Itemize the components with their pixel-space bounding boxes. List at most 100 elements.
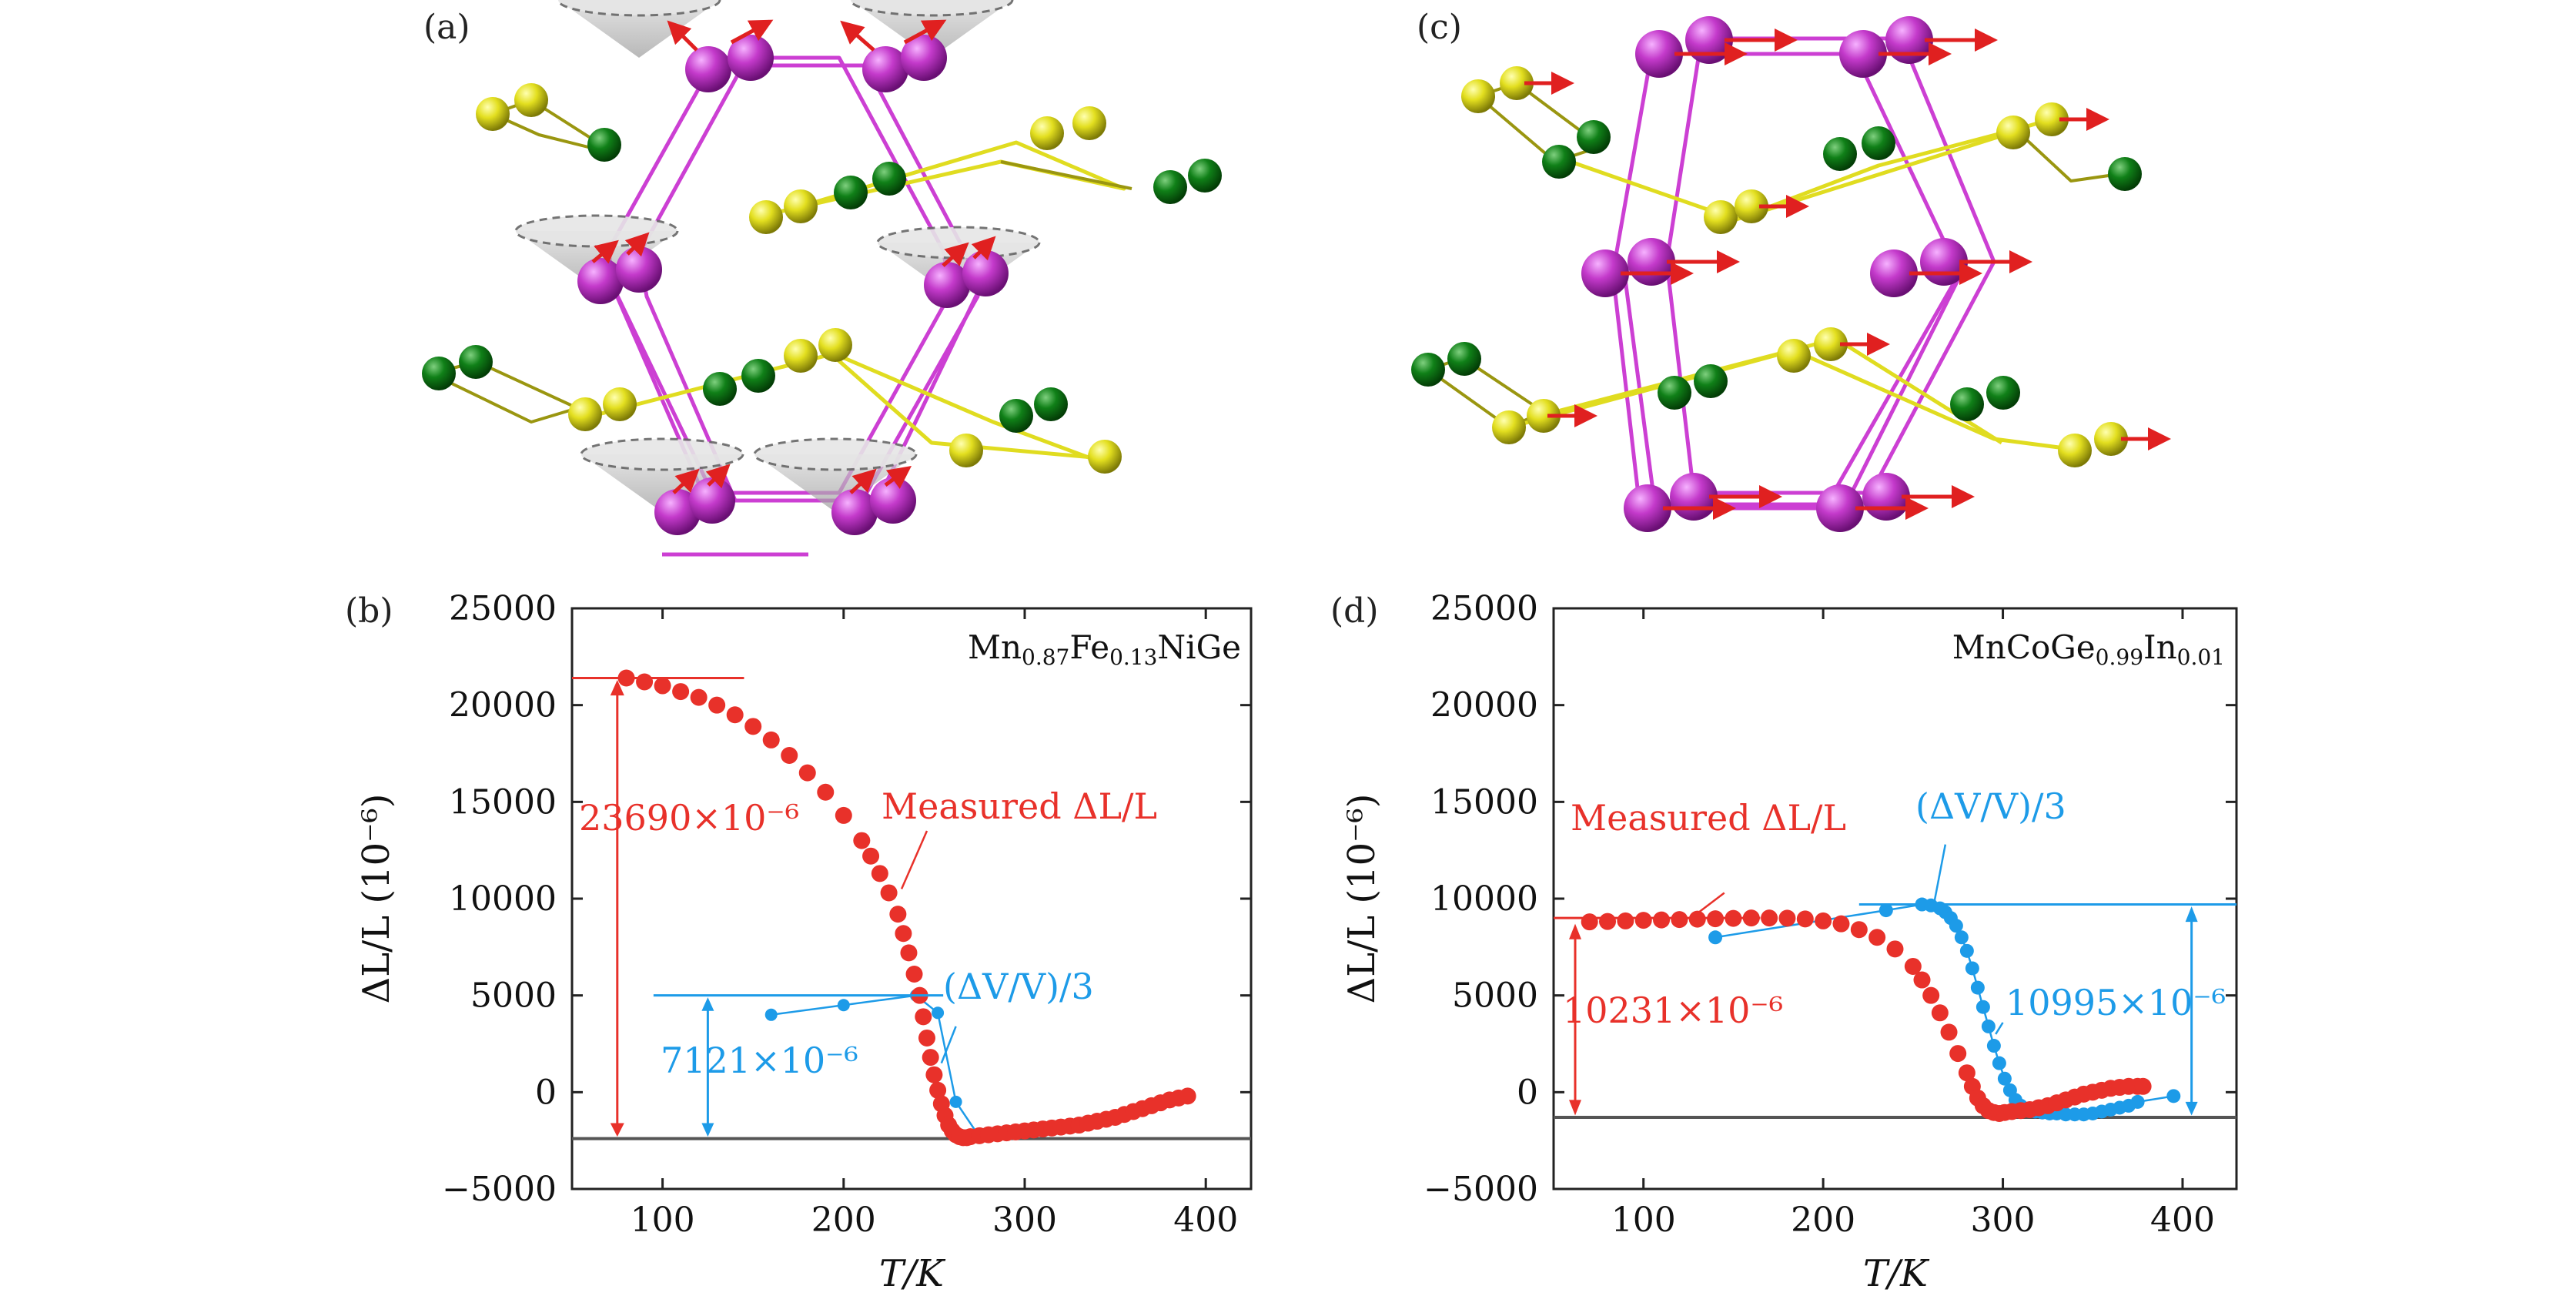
x-tick-label: 400	[2150, 1201, 2215, 1240]
y-tick-label: 20000	[1430, 686, 1538, 725]
mn-atom	[1635, 30, 1683, 78]
mn-atom	[616, 246, 662, 293]
data-point-measured	[2134, 1077, 2152, 1095]
leader-red	[1693, 892, 1725, 917]
mn-atom	[689, 477, 735, 524]
data-point-measured	[744, 718, 762, 735]
co-atom	[1814, 327, 1848, 361]
data-point-measured	[1761, 909, 1778, 927]
ge-atom	[784, 339, 818, 373]
data-point-measured	[781, 747, 798, 765]
data-point-volume	[764, 1008, 778, 1021]
y-tick-label: 15000	[1430, 782, 1538, 822]
data-point-measured	[1886, 940, 1904, 958]
ge-atom	[1447, 342, 1481, 376]
crystal-structure-c: (c)	[1411, 8, 2171, 532]
data-point-measured	[1913, 971, 1931, 989]
x-tick-label: 300	[1971, 1201, 2036, 1240]
mn-atom	[962, 250, 1009, 296]
ge-atom	[949, 434, 983, 467]
data-point-measured	[1958, 1064, 1975, 1082]
mn-atom	[685, 46, 731, 92]
data-point-measured	[654, 677, 671, 695]
data-marks-b	[572, 669, 1251, 1147]
bond	[1000, 160, 1132, 190]
y-axis-label-b: ΔL/L (10⁻⁶)	[355, 794, 398, 1004]
data-point-measured	[905, 966, 923, 983]
ge-atom	[603, 387, 637, 421]
annotation-delta-blue-b: 7121×10⁻⁶	[661, 1040, 858, 1081]
x-tick-label: 100	[631, 1201, 695, 1240]
data-point-measured	[862, 847, 880, 865]
data-point-measured	[1904, 957, 1922, 975]
y-tick-label: 0	[1517, 1073, 1538, 1112]
data-point-volume	[949, 1095, 962, 1108]
mn-atom	[1624, 484, 1671, 532]
ge-atom	[1950, 387, 1984, 421]
leader-blue-2	[1995, 1022, 2004, 1035]
spin-arrow	[672, 468, 700, 494]
arrow-head	[2185, 1101, 2198, 1116]
data-point-measured	[798, 764, 816, 782]
data-point-measured	[1832, 915, 1850, 933]
data-point-measured	[915, 1008, 932, 1026]
co-atom	[2058, 434, 2092, 467]
spin-arrow	[591, 239, 619, 264]
spin-arrow	[705, 464, 731, 489]
data-point-measured	[1949, 1045, 1967, 1063]
data-point-measured	[726, 706, 744, 724]
arrow-head	[701, 997, 714, 1011]
mn-atom	[924, 262, 970, 308]
ge-atom	[1862, 126, 1895, 160]
ge-atom	[1658, 376, 1691, 410]
spin-arrow	[942, 242, 969, 267]
data-point-measured	[1599, 913, 1617, 930]
arrow-head	[701, 1123, 714, 1137]
ge-atom	[1542, 145, 1576, 179]
data-point-measured	[895, 925, 912, 943]
co-atom	[2094, 422, 2128, 456]
ni-atom	[834, 176, 868, 209]
annotation-measured-d: Measured ΔL/L	[1571, 797, 1846, 839]
ge-atom	[1694, 364, 1728, 398]
data-point-volume	[1965, 961, 1979, 976]
y-tick-label: 0	[535, 1073, 557, 1112]
cone-rim	[753, 437, 918, 471]
cone-rim	[849, 0, 1014, 17]
ge-atom	[568, 397, 602, 431]
ge-atom	[1823, 137, 1857, 171]
data-point-volume	[1708, 930, 1723, 945]
bond	[1570, 113, 2064, 222]
ni-atom	[587, 128, 621, 162]
y-tick-label: 20000	[449, 686, 557, 725]
data-point-measured	[871, 865, 888, 882]
data-point-measured	[1617, 912, 1634, 929]
ge-atom	[476, 97, 510, 131]
arrow-head	[1569, 1100, 1582, 1116]
ni-atom	[1153, 170, 1187, 204]
data-point-volume	[1975, 1000, 1990, 1014]
ni-atom	[999, 399, 1033, 433]
chart-d: (d) 100 200 300 400 −5000 0 5000 10000 15000 2000…	[1330, 589, 2238, 1295]
bond	[761, 140, 1126, 218]
mn-atom	[862, 46, 908, 92]
data-point-measured	[922, 1049, 939, 1067]
panel-label-b: (b)	[345, 591, 393, 631]
data-marks-d	[1554, 844, 2236, 1122]
mn-atom	[1816, 484, 1864, 532]
data-point-measured	[918, 1029, 935, 1047]
data-point-measured	[1671, 911, 1688, 929]
co-atom	[1461, 79, 1495, 113]
mn-atom	[1581, 249, 1629, 297]
ge-atom	[1088, 440, 1122, 474]
ge-atom	[2108, 157, 2142, 191]
y-tick-label: 10000	[1430, 879, 1538, 919]
y-tick-label: 5000	[1452, 976, 1538, 1016]
data-point-measured	[853, 832, 871, 849]
ge-atom	[1986, 376, 2020, 410]
ge-atom	[1577, 120, 1611, 154]
y-tick-label: 25000	[1430, 589, 1538, 628]
data-point-measured	[929, 1081, 947, 1099]
data-point-measured	[1922, 986, 1940, 1004]
